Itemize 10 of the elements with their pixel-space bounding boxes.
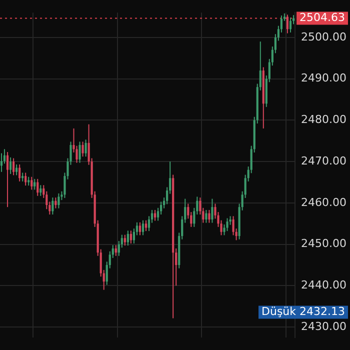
ref-line-label: 2504.63 xyxy=(300,11,346,24)
annotation: Düşük 2432.13 xyxy=(262,305,345,318)
y-tick-label: 2490.00 xyxy=(301,72,346,85)
y-tick-label: 2430.00 xyxy=(301,320,346,333)
y-tick-label: 2440.00 xyxy=(301,278,346,292)
y-tick-label: 2480.00 xyxy=(301,113,346,126)
y-tick-label: 2500.00 xyxy=(301,30,346,44)
y-tick-label: 2450.00 xyxy=(301,237,346,250)
y-tick-label: 2460.00 xyxy=(301,196,346,209)
y-tick-label: 2470.00 xyxy=(301,154,346,168)
